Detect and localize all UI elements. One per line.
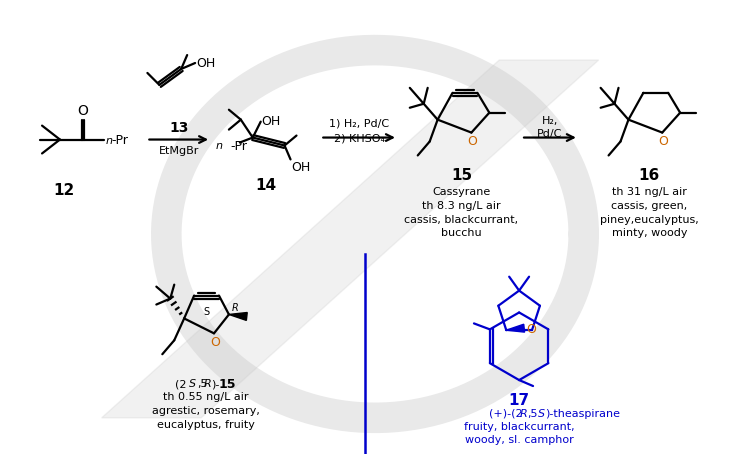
Text: O: O <box>526 322 536 335</box>
Text: O: O <box>78 103 88 117</box>
Text: 16: 16 <box>639 167 660 182</box>
Text: th 8.3 ng/L air: th 8.3 ng/L air <box>422 201 501 211</box>
Text: th 31 ng/L air: th 31 ng/L air <box>612 187 687 197</box>
Text: )-theaspirane: )-theaspirane <box>545 408 620 418</box>
Text: OH: OH <box>292 161 311 174</box>
Text: bucchu: bucchu <box>441 228 482 238</box>
Text: -Pr: -Pr <box>112 134 128 147</box>
Text: ,5: ,5 <box>197 378 207 388</box>
Text: EtMgBr: EtMgBr <box>159 146 199 156</box>
Text: minty, woody: minty, woody <box>611 228 687 238</box>
Text: S: S <box>189 378 196 388</box>
Text: Cassyrane: Cassyrane <box>432 187 491 197</box>
Text: 2) KHSO₄: 2) KHSO₄ <box>333 133 385 143</box>
Text: 15: 15 <box>219 377 237 389</box>
Text: S: S <box>203 307 209 317</box>
Text: O: O <box>467 135 477 148</box>
Text: 13: 13 <box>170 121 189 134</box>
Text: H₂,: H₂, <box>542 116 558 126</box>
Text: Pd/C: Pd/C <box>538 128 562 138</box>
Text: cassis, green,: cassis, green, <box>611 201 688 211</box>
Text: cassis, blackcurrant,: cassis, blackcurrant, <box>404 215 519 225</box>
Polygon shape <box>506 324 525 333</box>
Text: 14: 14 <box>255 177 276 192</box>
Text: woody, sl. camphor: woody, sl. camphor <box>464 434 574 444</box>
Text: th 0.55 ng/L air: th 0.55 ng/L air <box>164 391 249 401</box>
Text: O: O <box>210 335 220 348</box>
Text: )-: )- <box>211 378 219 388</box>
Text: S: S <box>538 408 545 418</box>
Text: 15: 15 <box>451 167 472 182</box>
Text: R: R <box>231 302 238 312</box>
Text: eucalyptus, fruity: eucalyptus, fruity <box>157 419 255 429</box>
Text: agrestic, rosemary,: agrestic, rosemary, <box>152 405 260 415</box>
Text: O: O <box>658 135 668 148</box>
Text: 1) H₂, Pd/C: 1) H₂, Pd/C <box>329 118 389 128</box>
Text: n: n <box>106 135 112 145</box>
Text: fruity, blackcurrant,: fruity, blackcurrant, <box>464 421 575 431</box>
Text: 17: 17 <box>508 393 530 408</box>
Polygon shape <box>102 61 599 418</box>
Text: R: R <box>520 408 528 418</box>
Text: (+)-(2: (+)-(2 <box>489 408 523 418</box>
Text: 12: 12 <box>54 182 75 197</box>
Text: n: n <box>216 141 223 151</box>
Text: ,5: ,5 <box>527 408 538 418</box>
Text: (2: (2 <box>175 378 186 388</box>
Text: OH: OH <box>196 56 216 69</box>
Text: -Pr: -Pr <box>230 140 247 153</box>
Text: R: R <box>204 378 212 388</box>
Text: OH: OH <box>262 115 281 128</box>
Text: piney,eucalyptus,: piney,eucalyptus, <box>600 215 699 225</box>
Polygon shape <box>229 313 247 321</box>
